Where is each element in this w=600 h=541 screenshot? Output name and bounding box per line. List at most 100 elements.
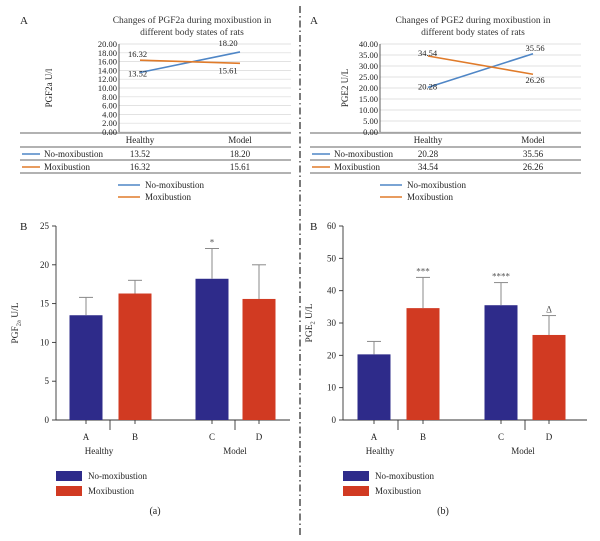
legend-label: Moxibustion xyxy=(407,192,454,202)
bar-a xyxy=(357,354,391,420)
bar-c xyxy=(484,305,518,420)
table-row-label: Moxibustion xyxy=(334,162,381,172)
legend-label: Moxibustion xyxy=(375,486,422,496)
data-label: 16.32 xyxy=(128,49,147,59)
y-tick-label: 5.00 xyxy=(363,116,378,126)
y-tick-label: 12.00 xyxy=(98,74,117,84)
table-header-cell: Healthy xyxy=(126,135,155,145)
series-line-moxibustion xyxy=(139,59,241,65)
data-label: 13.52 xyxy=(128,69,147,79)
y-tick-label: 20 xyxy=(327,350,337,360)
y-tick-label: 25.00 xyxy=(359,72,378,82)
panel-letter: B xyxy=(20,221,27,233)
group-label: Model xyxy=(511,446,535,456)
significance-marker: Δ xyxy=(546,305,552,315)
table-header-cell: Healthy xyxy=(414,135,443,145)
panel-letter: B xyxy=(310,221,317,233)
legend-swatch xyxy=(56,471,82,481)
y-tick-label: 6.00 xyxy=(102,101,117,111)
y-tick-label: 18.00 xyxy=(98,48,117,58)
y-tick-label: 35.00 xyxy=(359,50,378,60)
group-label: Model xyxy=(223,446,247,456)
bar-c xyxy=(195,278,229,420)
y-tick-label: 15 xyxy=(40,299,50,309)
table-cell: 26.26 xyxy=(523,162,544,172)
table-row-label: No-moxibustion xyxy=(44,149,104,159)
x-tick-label: C xyxy=(498,432,504,442)
chart-title-line: Changes of PGF2a during moxibustion in xyxy=(113,15,272,26)
y-axis-label-main: PGE xyxy=(305,324,315,342)
x-tick-label: D xyxy=(256,432,263,442)
legend-label: No-moxibustion xyxy=(88,471,148,481)
series-line-no-moxibustion xyxy=(427,53,534,89)
y-axis-label: PGE2 U/L xyxy=(305,303,317,342)
y-tick-label: 2.00 xyxy=(102,118,117,128)
y-axis-label: PGF2a U/l xyxy=(44,68,54,107)
table-row-label: Moxibustion xyxy=(44,162,91,172)
table-cell: 15.61 xyxy=(230,162,250,172)
data-label: 18.20 xyxy=(218,38,237,48)
y-tick-label: 0 xyxy=(45,415,50,425)
y-tick-label: 4.00 xyxy=(102,109,117,119)
significance-marker: **** xyxy=(492,272,511,282)
y-tick-label: 14.00 xyxy=(98,65,117,75)
legend-swatch xyxy=(343,471,369,481)
chart-title-line: different body states of rats xyxy=(421,27,525,38)
y-tick-label: 20.00 xyxy=(359,83,378,93)
table-cell: 34.54 xyxy=(418,162,439,172)
legend-label: No-moxibustion xyxy=(407,180,467,190)
y-tick-label: 30 xyxy=(327,318,337,328)
y-tick-label: 16.00 xyxy=(98,57,117,67)
legend-swatch xyxy=(56,486,82,496)
y-tick-label: 25 xyxy=(40,221,50,231)
significance-marker: *** xyxy=(416,266,430,276)
group-label: Healthy xyxy=(366,446,395,456)
y-tick-label: 15.00 xyxy=(359,94,378,104)
table-row-label: No-moxibustion xyxy=(334,149,394,159)
table-cell: 20.28 xyxy=(418,149,439,159)
data-label: 26.26 xyxy=(525,75,544,85)
figure-caption: (b) xyxy=(437,506,449,517)
y-tick-label: 60 xyxy=(327,221,337,231)
chart-title-line: different body states of rats xyxy=(140,27,244,38)
y-tick-label: 0.00 xyxy=(102,127,117,137)
y-axis-label-unit: U/L xyxy=(305,303,315,321)
series-line-moxibustion xyxy=(427,55,534,76)
x-tick-label: A xyxy=(371,432,378,442)
table-header-cell: Model xyxy=(228,135,252,145)
x-tick-label: A xyxy=(83,432,90,442)
y-tick-label: 0 xyxy=(332,415,337,425)
legend-label: Moxibustion xyxy=(88,486,135,496)
y-axis-label: PGE2 U/L xyxy=(340,69,350,107)
y-tick-label: 10 xyxy=(327,383,337,393)
x-tick-label: B xyxy=(132,432,138,442)
table-cell: 16.32 xyxy=(130,162,150,172)
bar-b xyxy=(118,293,152,420)
y-tick-label: 20.00 xyxy=(98,39,117,49)
x-tick-label: D xyxy=(546,432,553,442)
panel-letter: A xyxy=(310,15,318,27)
y-tick-label: 20 xyxy=(40,260,50,270)
y-axis-label-subscript: 2a xyxy=(16,320,23,326)
table-header-cell: Model xyxy=(521,135,545,145)
data-label: 34.54 xyxy=(418,48,438,58)
bar-d xyxy=(242,298,276,420)
y-axis-label-subscript: 2 xyxy=(310,321,317,324)
significance-marker: * xyxy=(210,238,215,248)
y-tick-label: 10.00 xyxy=(359,105,378,115)
data-label: 15.61 xyxy=(218,65,237,75)
legend-label: No-moxibustion xyxy=(145,180,205,190)
table-cell: 18.20 xyxy=(230,149,251,159)
figure-caption: (a) xyxy=(149,506,160,517)
y-axis-label-unit: U/L xyxy=(11,302,21,320)
x-tick-label: C xyxy=(209,432,215,442)
y-tick-label: 50 xyxy=(327,253,337,263)
bar-b xyxy=(406,308,440,420)
table-cell: 13.52 xyxy=(130,149,150,159)
y-tick-label: 10.00 xyxy=(98,83,117,93)
y-tick-label: 8.00 xyxy=(102,92,117,102)
y-tick-label: 40 xyxy=(327,286,337,296)
legend-swatch xyxy=(343,486,369,496)
data-label: 20.28 xyxy=(418,81,437,91)
